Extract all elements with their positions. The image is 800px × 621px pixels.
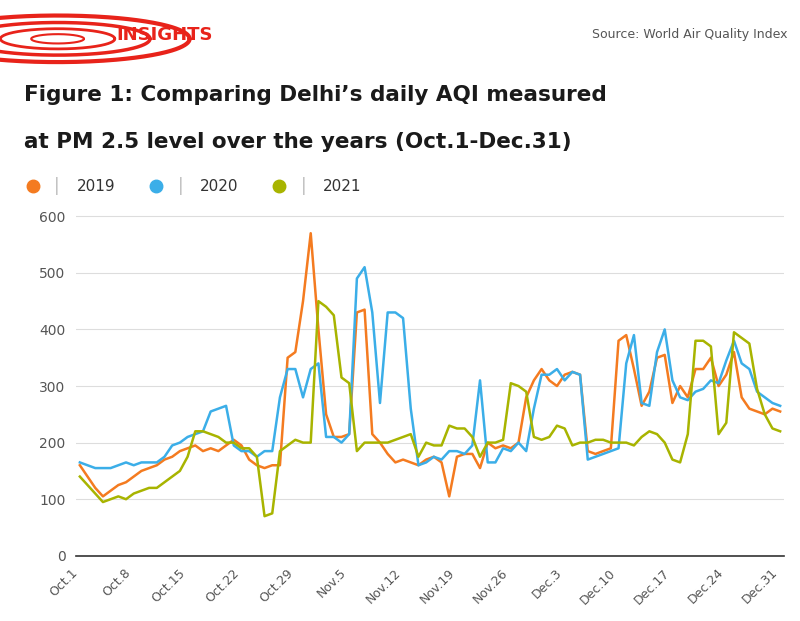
Text: at PM 2.5 level over the years (Oct.1-Dec.31): at PM 2.5 level over the years (Oct.1-De…	[24, 132, 572, 152]
Text: Figure 1: Comparing Delhi’s daily AQI measured: Figure 1: Comparing Delhi’s daily AQI me…	[24, 85, 606, 106]
Text: 2019: 2019	[77, 179, 115, 194]
Text: 2021: 2021	[323, 179, 362, 194]
Text: |: |	[178, 178, 183, 195]
Text: 2020: 2020	[200, 179, 238, 194]
Text: INSIGHTS: INSIGHTS	[116, 26, 213, 44]
Text: Source: World Air Quality Index: Source: World Air Quality Index	[593, 29, 788, 42]
Text: |: |	[54, 178, 60, 195]
Text: |: |	[301, 178, 306, 195]
